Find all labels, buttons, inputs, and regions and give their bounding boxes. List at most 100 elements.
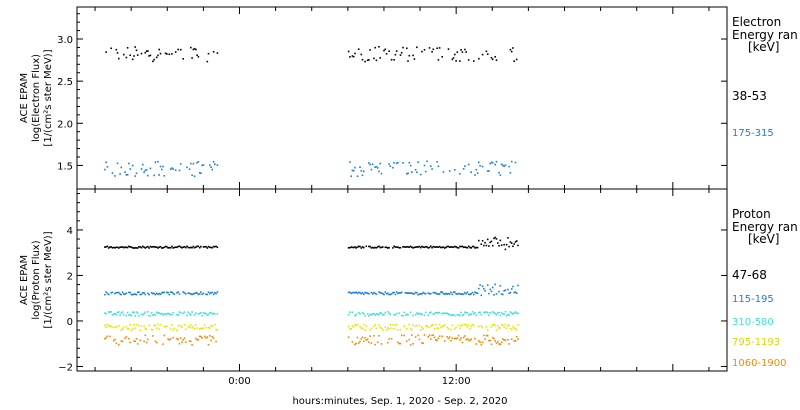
proton-point-795-1193 bbox=[399, 328, 402, 331]
proton-point-310-580 bbox=[123, 313, 125, 316]
proton-point-115-195 bbox=[480, 294, 483, 297]
proton-point-115-195 bbox=[512, 285, 514, 288]
proton-point-1060-1900 bbox=[422, 342, 424, 345]
proton-point-795-1193 bbox=[355, 324, 357, 327]
proton-point-310-580 bbox=[152, 314, 154, 316]
proton-point-47-68 bbox=[177, 245, 179, 248]
electron-point-38-53 bbox=[152, 60, 154, 63]
proton-point-795-1193 bbox=[517, 324, 519, 326]
proton-point-115-195 bbox=[215, 292, 217, 295]
proton-point-795-1193 bbox=[369, 328, 371, 331]
electron-point-175-315 bbox=[163, 175, 166, 177]
proton-point-47-68 bbox=[112, 246, 115, 249]
proton-point-1060-1900 bbox=[514, 340, 517, 342]
proton-point-310-580 bbox=[473, 313, 475, 315]
electron-point-38-53 bbox=[374, 46, 376, 49]
electron-point-38-53 bbox=[485, 50, 488, 53]
electron-y-axis-title: ACE EPAM log(Electron Flux) [1/(cm²s ste… bbox=[19, 49, 54, 146]
proton-point-47-68 bbox=[125, 246, 128, 249]
proton-point-115-195 bbox=[498, 290, 500, 293]
proton-point-795-1193 bbox=[438, 323, 441, 326]
proton-point-1060-1900 bbox=[443, 340, 446, 342]
proton-point-795-1193 bbox=[107, 325, 110, 327]
proton-point-115-195 bbox=[373, 291, 375, 294]
proton-point-310-580 bbox=[140, 313, 143, 316]
proton-point-47-68 bbox=[517, 244, 519, 247]
proton-point-310-580 bbox=[491, 311, 494, 313]
proton-point-310-580 bbox=[207, 313, 210, 316]
proton-ytick-label: 0 bbox=[67, 317, 73, 328]
proton-point-115-195 bbox=[437, 293, 440, 295]
proton-point-310-580 bbox=[450, 314, 452, 317]
electron-point-38-53 bbox=[394, 53, 397, 56]
proton-point-47-68 bbox=[427, 247, 430, 249]
proton-point-310-580 bbox=[116, 311, 119, 314]
proton-point-795-1193 bbox=[216, 329, 219, 331]
electron-point-38-53 bbox=[196, 54, 198, 56]
proton-point-47-68 bbox=[379, 246, 381, 249]
electron-point-175-315 bbox=[360, 170, 363, 172]
proton-point-47-68 bbox=[512, 245, 514, 248]
proton-point-47-68 bbox=[490, 240, 493, 243]
electron-point-175-315 bbox=[499, 174, 502, 176]
proton-point-795-1193 bbox=[114, 326, 116, 329]
electron-point-175-315 bbox=[491, 162, 494, 164]
proton-point-47-68 bbox=[166, 246, 168, 248]
electron-point-38-53 bbox=[515, 58, 518, 61]
proton-point-795-1193 bbox=[508, 324, 510, 327]
electron-point-175-315 bbox=[144, 169, 147, 172]
proton-point-310-580 bbox=[188, 313, 191, 315]
electron-y-axis: 1.5 2.0 2.5 3.0 bbox=[57, 13, 727, 172]
proton-point-1060-1900 bbox=[125, 336, 128, 338]
proton-point-795-1193 bbox=[507, 324, 509, 327]
proton-point-310-580 bbox=[119, 314, 121, 316]
proton-point-115-195 bbox=[457, 292, 460, 295]
proton-point-47-68 bbox=[147, 245, 149, 248]
proton-point-1060-1900 bbox=[500, 341, 503, 344]
proton-point-795-1193 bbox=[155, 327, 158, 329]
proton-point-310-580 bbox=[403, 311, 405, 314]
proton-point-115-195 bbox=[158, 292, 160, 295]
proton-point-795-1193 bbox=[188, 326, 191, 328]
electron-point-38-53 bbox=[118, 57, 120, 60]
proton-point-795-1193 bbox=[209, 327, 211, 329]
electron-point-38-53 bbox=[123, 53, 125, 56]
proton-point-795-1193 bbox=[500, 324, 503, 326]
electron-ytick-label: 2.0 bbox=[57, 119, 73, 130]
electron-point-38-53 bbox=[388, 50, 390, 52]
proton-point-115-195 bbox=[510, 288, 513, 290]
proton-point-1060-1900 bbox=[504, 339, 507, 341]
proton-point-310-580 bbox=[430, 311, 432, 313]
proton-point-115-195 bbox=[443, 293, 446, 295]
proton-point-795-1193 bbox=[129, 324, 131, 326]
proton-point-1060-1900 bbox=[502, 338, 504, 340]
proton-point-795-1193 bbox=[179, 324, 182, 327]
electron-point-38-53 bbox=[478, 57, 480, 60]
proton-point-1060-1900 bbox=[168, 339, 171, 341]
proton-point-1060-1900 bbox=[387, 341, 389, 344]
proton-point-47-68 bbox=[167, 247, 169, 249]
proton-point-115-195 bbox=[130, 293, 133, 296]
electron-point-38-53 bbox=[378, 46, 380, 48]
proton-point-310-580 bbox=[509, 311, 512, 313]
proton-point-47-68 bbox=[397, 246, 399, 248]
electron-point-175-315 bbox=[126, 173, 129, 176]
proton-point-795-1193 bbox=[387, 327, 389, 329]
electron-point-38-53 bbox=[349, 56, 351, 58]
proton-point-795-1193 bbox=[480, 325, 483, 327]
proton-point-47-68 bbox=[426, 246, 428, 248]
proton-point-115-195 bbox=[494, 283, 496, 286]
proton-point-47-68 bbox=[210, 246, 212, 249]
proton-point-115-195 bbox=[202, 292, 205, 295]
proton-point-47-68 bbox=[432, 245, 435, 248]
proton-point-795-1193 bbox=[432, 324, 435, 327]
electron-point-175-315 bbox=[411, 171, 413, 173]
proton-point-795-1193 bbox=[202, 327, 205, 329]
electron-point-38-53 bbox=[459, 60, 461, 62]
proton-point-115-195 bbox=[502, 293, 504, 296]
proton-point-115-195 bbox=[500, 293, 503, 295]
proton-point-795-1193 bbox=[514, 327, 517, 330]
proton-point-47-68 bbox=[216, 246, 219, 249]
proton-point-795-1193 bbox=[495, 329, 498, 331]
